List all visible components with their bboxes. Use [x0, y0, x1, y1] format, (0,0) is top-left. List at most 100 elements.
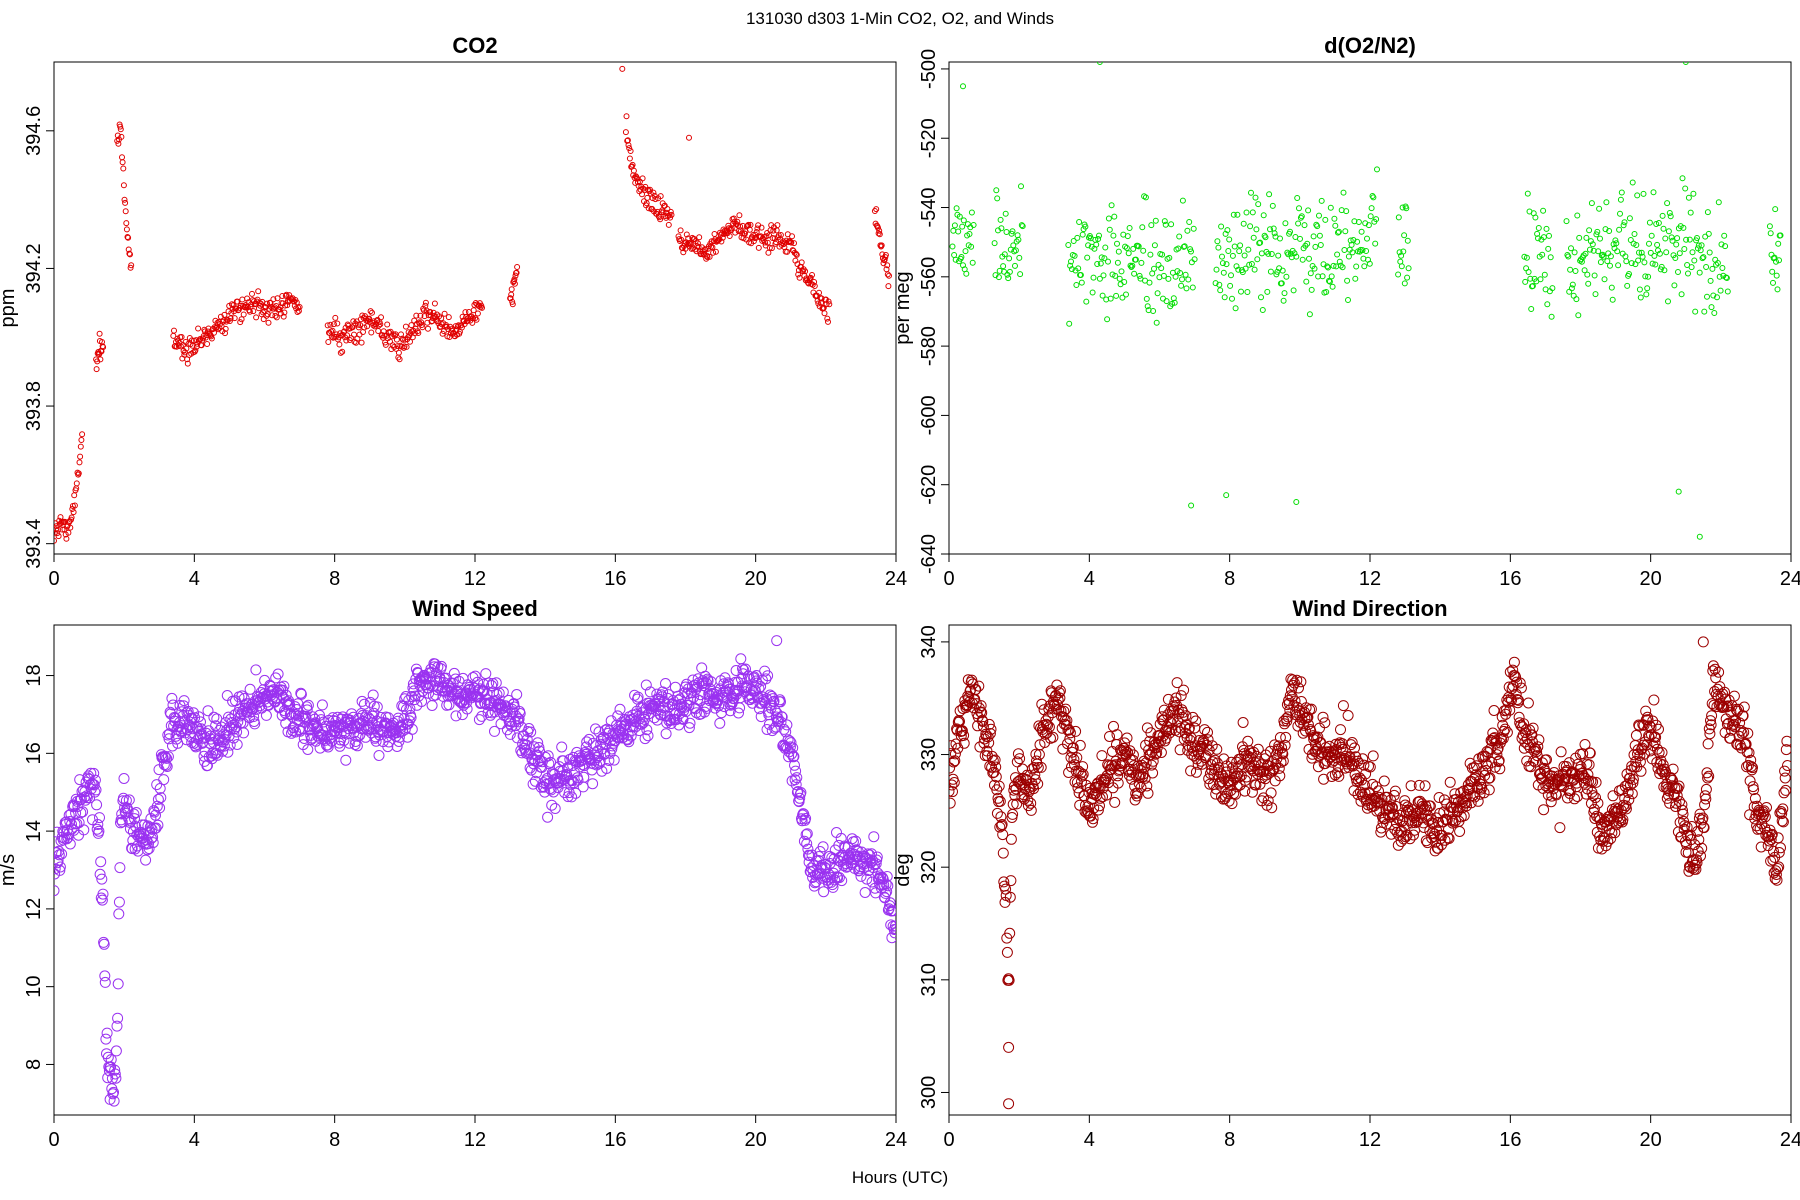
- data-point: [434, 673, 446, 685]
- data-point: [1368, 205, 1375, 212]
- data-point: [1124, 233, 1131, 240]
- data-point: [1076, 219, 1083, 225]
- data-point: [1349, 742, 1360, 754]
- data-point: [293, 299, 300, 306]
- data-point: [1229, 252, 1236, 259]
- data-point: [1022, 794, 1034, 806]
- data-point: [250, 664, 262, 676]
- data-point: [1612, 237, 1619, 244]
- data-point: [404, 703, 416, 715]
- data-point: [359, 712, 371, 724]
- data-point: [1524, 190, 1531, 197]
- panel-3-title: Wind Speed: [412, 596, 538, 621]
- data-point: [1126, 225, 1133, 231]
- data-point: [1281, 715, 1293, 727]
- data-point: [407, 338, 413, 345]
- data-point: [1171, 677, 1183, 689]
- data-point: [1279, 718, 1290, 730]
- figure-xlabel: Hours (UTC): [852, 1168, 948, 1187]
- data-point: [204, 341, 211, 347]
- data-point: [762, 670, 774, 682]
- data-point: [160, 759, 172, 771]
- data-point: [1345, 297, 1351, 303]
- data-point: [120, 182, 127, 189]
- data-point: [71, 492, 78, 499]
- data-point: [1253, 226, 1260, 233]
- data-point: [366, 315, 373, 322]
- data-point: [1326, 277, 1332, 284]
- data-point: [1181, 243, 1188, 250]
- data-point: [1169, 300, 1175, 307]
- data-point: [77, 453, 84, 460]
- data-point: [1361, 263, 1368, 270]
- data-point: [1523, 254, 1530, 261]
- data-point: [951, 222, 958, 229]
- data-point: [1255, 201, 1262, 208]
- data-point: [1335, 228, 1342, 235]
- data-point: [1170, 692, 1182, 704]
- data-point: [811, 283, 818, 289]
- data-point: [92, 819, 104, 830]
- data-point: [1685, 270, 1691, 277]
- data-point: [1280, 731, 1292, 743]
- data-point: [425, 312, 432, 319]
- data-point: [514, 264, 521, 270]
- data-point: [632, 691, 644, 703]
- data-point: [1395, 271, 1402, 278]
- data-point: [817, 841, 829, 853]
- data-point: [1609, 296, 1616, 303]
- data-point: [1114, 240, 1120, 247]
- data-point: [746, 692, 758, 704]
- data-point: [334, 320, 341, 327]
- data-point: [1775, 240, 1782, 247]
- data-point: [789, 774, 801, 786]
- data-point: [781, 719, 793, 731]
- data-point: [1707, 277, 1714, 284]
- data-point: [562, 791, 574, 803]
- data-point: [1625, 779, 1636, 791]
- data-point: [1680, 224, 1687, 231]
- data-point: [1673, 241, 1680, 248]
- data-point: [1443, 833, 1455, 844]
- data-point: [991, 807, 1003, 819]
- data-point: [166, 692, 178, 704]
- data-point: [1312, 731, 1324, 743]
- data-point: [1310, 233, 1317, 240]
- data-point: [1095, 236, 1102, 242]
- data-point: [1334, 251, 1341, 258]
- data-point: [966, 231, 973, 237]
- data-point: [94, 812, 105, 824]
- data-point: [1032, 778, 1044, 790]
- data-point: [1016, 254, 1023, 261]
- data-point: [267, 300, 274, 306]
- data-point: [1135, 782, 1147, 793]
- data-point: [264, 311, 271, 318]
- data-point: [1096, 275, 1103, 282]
- data-point: [1569, 793, 1580, 805]
- data-point: [889, 920, 896, 932]
- data-point: [284, 302, 291, 309]
- data-point: [514, 708, 526, 719]
- data-point: [1131, 270, 1138, 277]
- data-point: [93, 366, 100, 373]
- data-point: [500, 700, 512, 712]
- data-point: [1607, 790, 1619, 802]
- data-point: [351, 740, 363, 752]
- data-point: [513, 713, 525, 725]
- data-point: [411, 317, 418, 324]
- data-point: [265, 319, 272, 326]
- data-point: [1101, 789, 1112, 801]
- data-point: [1604, 824, 1615, 836]
- data-point: [866, 876, 878, 888]
- data-point: [1527, 722, 1539, 734]
- data-point: [1235, 266, 1242, 273]
- data-point: [1738, 701, 1750, 713]
- data-point: [1668, 234, 1675, 241]
- data-point: [422, 299, 429, 306]
- data-point: [754, 225, 761, 232]
- data-point: [109, 1064, 121, 1076]
- data-point: [994, 795, 1006, 807]
- data-point: [1592, 797, 1604, 809]
- data-point: [1178, 684, 1190, 696]
- data-point: [949, 243, 956, 250]
